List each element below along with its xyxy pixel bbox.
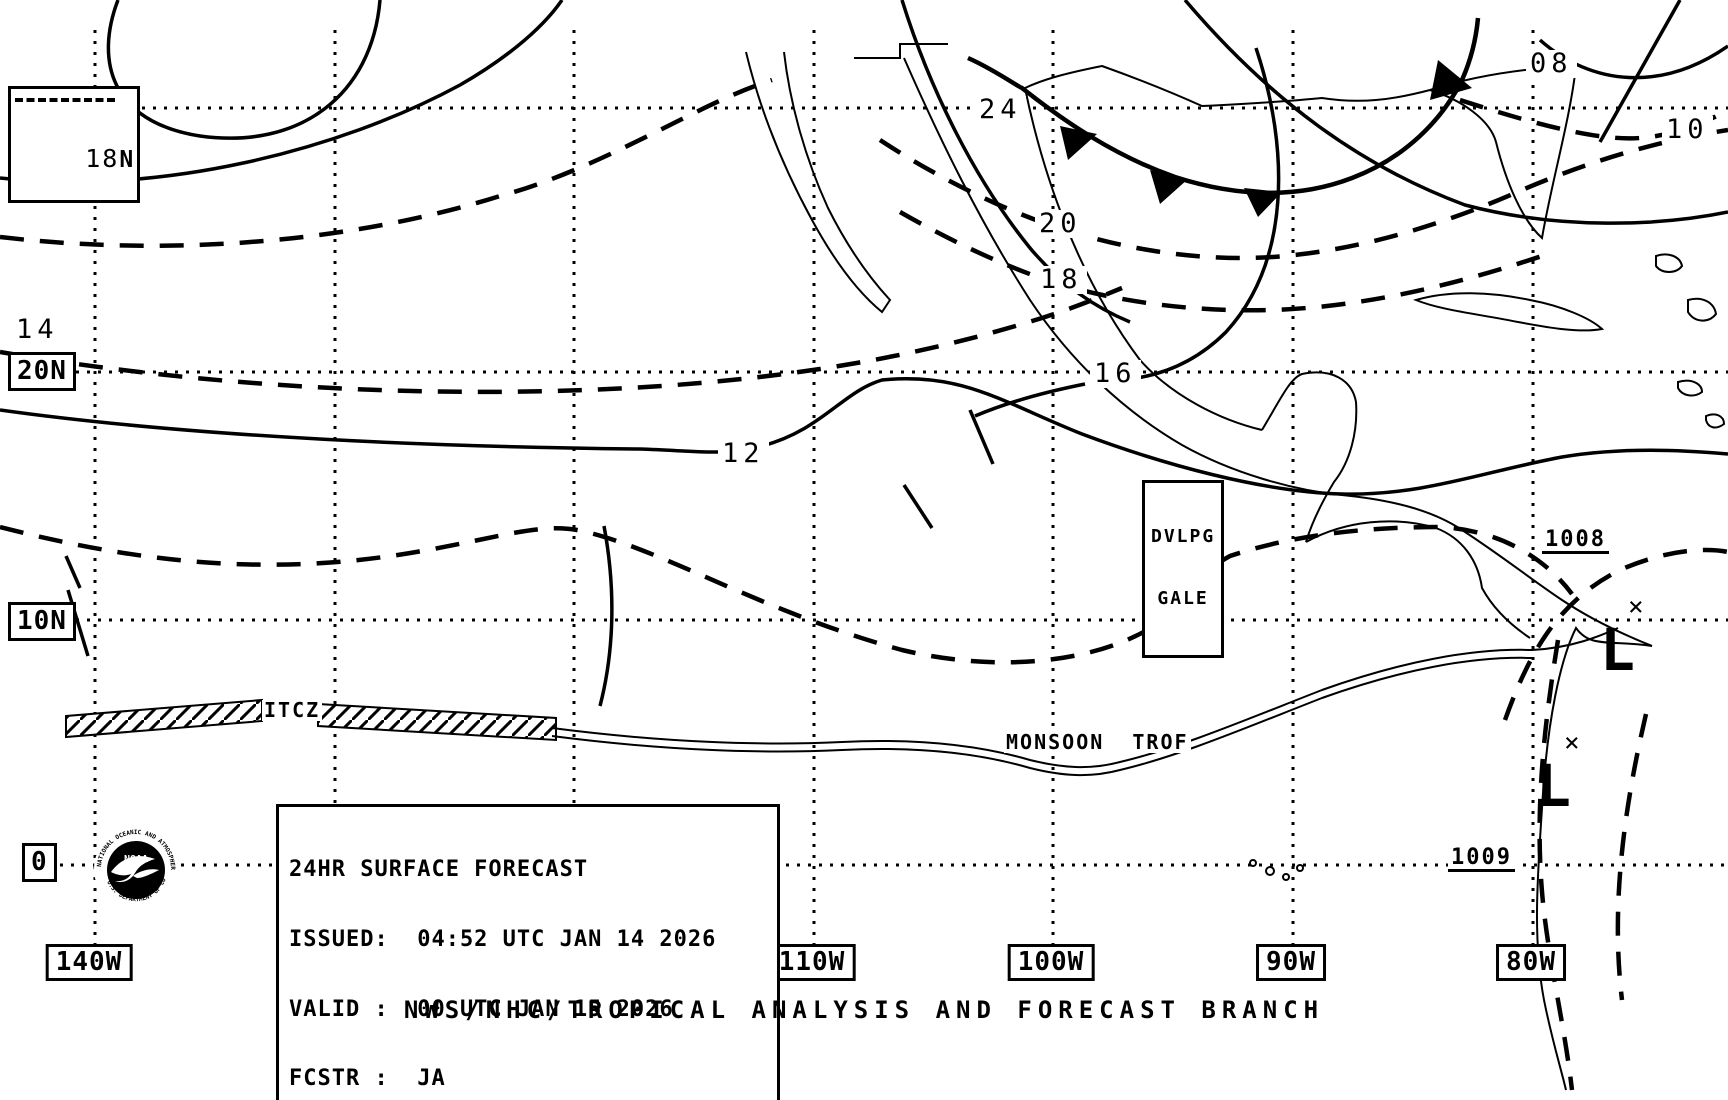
forecast-valid: VALID : 00 UTC JAN 15 2026 xyxy=(289,996,674,1022)
low-symbol: L xyxy=(1600,615,1635,684)
low-position-mark: × xyxy=(1564,728,1580,758)
dashed-contour-fragment xyxy=(15,98,116,102)
isobar-label-20: 20 xyxy=(1035,209,1086,239)
cold-front xyxy=(967,17,1481,217)
isobar-label-16: 16 xyxy=(1090,359,1141,389)
dvlpg-gale-box: DVLPG GALE xyxy=(1142,480,1225,658)
forecast-title: 24HR SURFACE FORECAST xyxy=(289,856,589,882)
monsoon-trough-line xyxy=(551,627,1619,777)
isobar-label-14: 14 xyxy=(12,315,63,345)
low-position-mark: × xyxy=(1628,592,1644,622)
forecast-info-box: 24HR SURFACE FORECAST ISSUED: 04:52 UTC … xyxy=(276,804,780,1100)
longitude-box-100w: 100W xyxy=(1007,944,1095,982)
coastlines xyxy=(745,43,1726,1091)
isobar-label-24: 24 xyxy=(975,95,1026,125)
pressure-value-1009: 1009 xyxy=(1448,846,1515,873)
dashed-isobars xyxy=(0,77,1728,1091)
low-center-2: L × xyxy=(1536,726,1596,814)
isobar-label-08: 08 xyxy=(1526,49,1577,79)
isobar-label-18: 18 xyxy=(1036,265,1087,295)
solid-isobars xyxy=(0,0,1728,707)
longitude-box-80w: 80W xyxy=(1496,944,1566,982)
latitude-box-0: 0 xyxy=(22,843,57,883)
latitude-box-20n: 20N xyxy=(8,352,76,392)
noaa-logo: NATIONAL OCEANIC AND ATMOSPHERIC ADMINIS… xyxy=(93,826,178,911)
corner-latitude-box: 18N xyxy=(8,86,141,203)
isobar-label-10-east: 10 xyxy=(1662,115,1713,145)
latitude-box-10n: 10N xyxy=(8,602,76,642)
longitude-box-90w: 90W xyxy=(1256,944,1326,982)
latlon-grid xyxy=(10,30,1728,985)
dvlpg-gale-line1: DVLPG xyxy=(1151,526,1216,548)
corner-lat-label: N xyxy=(119,146,134,173)
longitude-box-140w: 140W xyxy=(45,944,133,982)
forecast-forecaster: FCSTR : JA xyxy=(289,1066,446,1092)
pressure-value-1008: 1008 xyxy=(1542,528,1609,555)
noaa-logo-text: NOAA xyxy=(124,854,148,865)
noaa-seagull-icon xyxy=(111,856,155,883)
dvlpg-gale-line2: GALE xyxy=(1157,588,1209,610)
forecast-issued: ISSUED: 04:52 UTC JAN 14 2026 xyxy=(289,926,717,952)
itcz-label: ITCZ xyxy=(262,698,323,722)
longitude-box-110w: 110W xyxy=(768,944,856,982)
low-symbol: L xyxy=(1536,751,1571,820)
footer-text: NWS/NHC/TROPICAL ANALYSIS AND FORECAST B… xyxy=(403,996,1325,1024)
corner-contour-label: 18 xyxy=(85,143,120,173)
isobar-label-12: 12 xyxy=(718,439,769,469)
low-center-1: L × xyxy=(1600,590,1660,678)
monsoon-trough-label: MONSOON TROF xyxy=(1004,730,1191,754)
